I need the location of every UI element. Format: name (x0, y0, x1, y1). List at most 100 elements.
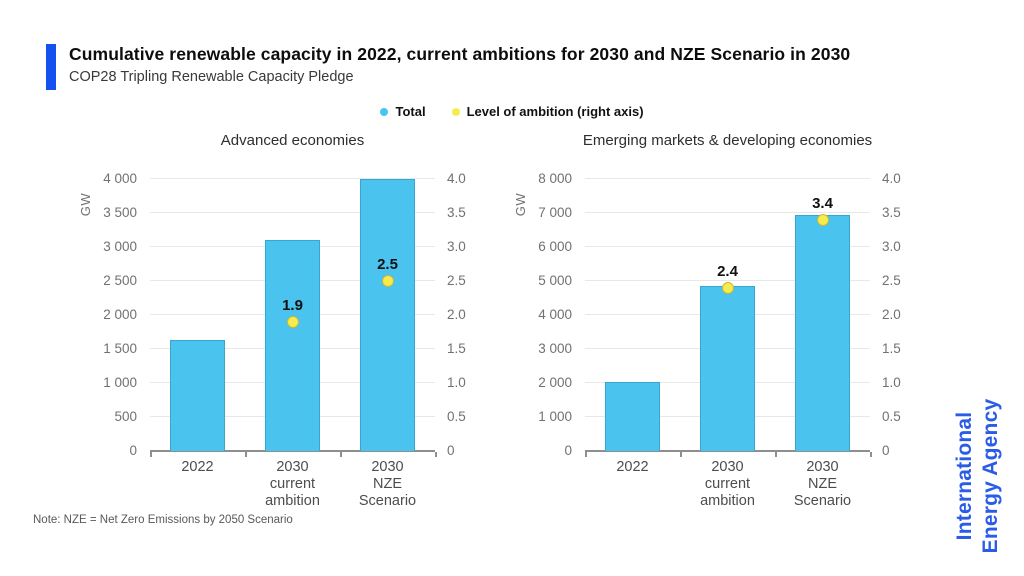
axis-unit-label: GW (78, 192, 94, 217)
y-left-tick-label: 4 000 (538, 307, 572, 322)
y-right-tick-label: 2.5 (447, 273, 466, 288)
ambition-value-label: 2.4 (717, 262, 738, 280)
left-axis: GW 0 1 000 2 000 3 000 4 000 5 000 6 000 7 000 8… (507, 171, 585, 458)
chart-title-text: Advanced economies (220, 132, 365, 149)
chart-emerging-economies: Emerging markets & developing economies … (507, 132, 912, 521)
bar-2022 (605, 381, 660, 451)
chart-advanced-economies: Advanced economies GW 0 500 1 000 1 500 2 00… (72, 132, 477, 521)
x-axis-labels: 2022 2030 current ambition 2030 NZE Scenar… (72, 459, 477, 521)
ambition-dot (721, 281, 734, 294)
x-axis-tick (870, 452, 872, 457)
gridline (585, 212, 870, 213)
y-left-tick-label: 2 000 (103, 307, 137, 322)
y-left-tick-label: 5 000 (538, 273, 572, 288)
y-right-tick-label: 0 (882, 443, 890, 458)
chart-body: GW 0 1 000 2 000 3 000 4 000 5 000 6 000 7 000 8… (507, 171, 912, 458)
title-accent-bar (46, 44, 56, 90)
y-right-tick-label: 1.0 (882, 375, 901, 390)
legend-item-total: Total (380, 104, 426, 119)
iea-logo-line2: Energy Agency (979, 398, 1002, 554)
ambition-value-label: 2.5 (377, 256, 398, 273)
x-axis-line (150, 450, 435, 452)
gridline (585, 178, 870, 179)
x-axis-tick (340, 452, 342, 457)
x-axis-tick (680, 452, 682, 457)
x-axis-tick (585, 452, 587, 457)
y-right-tick-label: 3.5 (882, 205, 901, 220)
y-left-tick-label: 8 000 (538, 171, 572, 186)
iea-logo: International Energy Agency (952, 380, 1004, 572)
left-axis: GW 0 500 1 000 1 500 2 000 2 500 3 000 3 500 4 0… (72, 171, 150, 458)
y-right-tick-label: 2.0 (447, 307, 466, 322)
y-left-tick-label: 2 000 (538, 375, 572, 390)
title-block: Cumulative renewable capacity in 2022, c… (69, 44, 850, 90)
total-marker-icon (380, 107, 389, 116)
y-right-tick-label: 1.5 (882, 341, 901, 356)
gridline (585, 246, 870, 247)
x-axis-tick (150, 452, 152, 457)
axis-unit-label: GW (513, 192, 529, 217)
bar-2030 (700, 286, 755, 451)
chart-body: GW 0 500 1 000 1 500 2 000 2 500 3 000 3 500 4 0… (72, 171, 477, 458)
y-left-tick-label: 1 000 (103, 375, 137, 390)
y-right-tick-label: 1.5 (447, 341, 466, 356)
ambition-value-label: 1.9 (282, 296, 303, 314)
legend-label-total: Total (395, 104, 426, 119)
chart-title: Emerging markets & developing economies (582, 132, 873, 151)
legend-label-ambition: Level of ambition (right axis) (466, 104, 644, 119)
ambition-dot (286, 315, 299, 328)
y-right-tick-label: 3.0 (882, 239, 901, 254)
y-left-tick-label: 3 000 (103, 239, 137, 254)
category-label: 2022 (181, 459, 214, 475)
bar-2030 (360, 179, 415, 451)
bar-2030 (265, 240, 320, 451)
x-axis-tick (245, 452, 247, 457)
y-right-tick-label: 3.0 (447, 239, 466, 254)
plot-area: 2.4 3.4 (585, 178, 872, 457)
chart-title: Advanced economies (150, 132, 435, 151)
x-axis-labels: 2022 2030 current ambition 2030 NZE Scenar… (507, 459, 912, 521)
header: Cumulative renewable capacity in 2022, c… (46, 44, 850, 90)
page-title: Cumulative renewable capacity in 2022, c… (69, 44, 851, 64)
y-right-tick-label: 2.5 (882, 273, 901, 288)
legend-item-ambition: Level of ambition (right axis) (451, 104, 644, 119)
ambition-marker-icon (451, 107, 460, 116)
right-axis: 0 0.5 1.0 1.5 2.0 2.5 3.0 3.5 4.0 (435, 171, 477, 458)
gridline (585, 280, 870, 281)
ambition-value-label: 3.4 (812, 194, 833, 212)
ambition-dot (381, 275, 394, 287)
plot-area: 1.9 2.5 (150, 178, 437, 457)
y-left-tick-label: 1 500 (103, 341, 137, 356)
chart-legend: Total Level of ambition (right axis) (0, 104, 1024, 119)
iea-logo-line1: International (953, 411, 976, 541)
charts-row: Advanced economies GW 0 500 1 000 1 500 2 00… (72, 132, 912, 521)
y-left-tick-label: 4 000 (103, 171, 137, 186)
y-left-tick-label: 500 (114, 409, 137, 424)
gridline (150, 212, 435, 213)
bar-2030 (795, 214, 850, 451)
category-label: 2030 NZE Scenario (358, 459, 417, 509)
x-axis-line (585, 450, 870, 452)
bar-2022 (170, 340, 225, 451)
x-axis-tick (435, 452, 437, 457)
chart-title-text: Emerging markets & developing economies (582, 132, 873, 149)
right-axis: 0 0.5 1.0 1.5 2.0 2.5 3.0 3.5 4.0 (870, 171, 912, 458)
y-left-tick-label: 2 500 (103, 273, 137, 288)
y-right-tick-label: 3.5 (447, 205, 466, 220)
category-label: 2030 NZE Scenario (793, 459, 852, 509)
y-left-tick-label: 1 000 (538, 409, 572, 424)
y-left-tick-label: 6 000 (538, 239, 572, 254)
y-right-tick-label: 1.0 (447, 375, 466, 390)
category-label: 2030 current ambition (265, 459, 320, 509)
y-right-tick-label: 2.0 (882, 307, 901, 322)
footnote: Note: NZE = Net Zero Emissions by 2050 S… (33, 514, 293, 526)
y-right-tick-label: 0 (447, 443, 455, 458)
y-left-tick-label: 0 (129, 443, 137, 458)
category-label: 2022 (616, 459, 649, 475)
y-left-tick-label: 3 500 (103, 205, 137, 220)
y-right-tick-label: 4.0 (882, 171, 901, 186)
y-right-tick-label: 0.5 (447, 409, 466, 424)
y-left-tick-label: 7 000 (538, 205, 572, 220)
y-left-tick-label: 3 000 (538, 341, 572, 356)
